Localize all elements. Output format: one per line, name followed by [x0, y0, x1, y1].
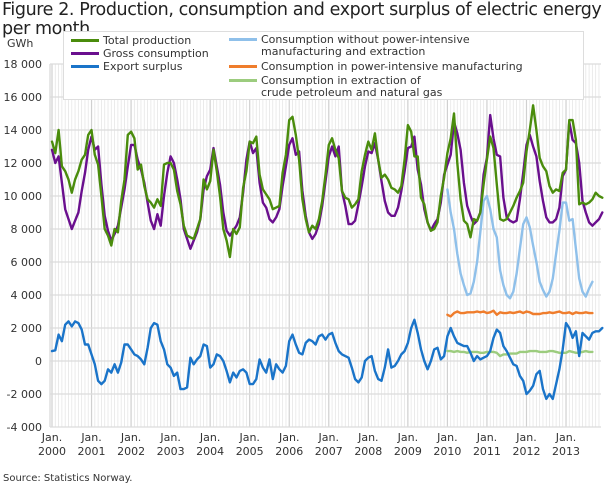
legend-label-line2: manufacturing and extraction [261, 44, 426, 58]
y-tick-label: 18 000 [4, 58, 43, 71]
y-tick-label: 12 000 [4, 157, 43, 170]
y-tick-label: 0 [35, 355, 42, 368]
x-tick-label-month: Jan. [238, 431, 259, 444]
x-tick-label-year: 2003 [157, 445, 185, 458]
x-tick-label-month: Jan. [555, 431, 576, 444]
vertical-gridlines [49, 64, 601, 428]
x-tick-label-year: 2006 [275, 445, 303, 458]
x-tick-label-month: Jan. [357, 431, 378, 444]
x-tick-label-month: Jan. [318, 431, 339, 444]
x-tick-label-year: 2005 [236, 445, 264, 458]
x-tick-label-year: 2007 [315, 445, 343, 458]
x-tick-label-year: 2002 [117, 445, 145, 458]
x-tick-label-year: 2013 [552, 445, 580, 458]
legend-label: Total production [103, 34, 192, 47]
series-line-total-production [50, 104, 604, 259]
y-tick-label: 8 000 [11, 223, 43, 236]
line-chart: -4 000 -2 000 0 2 000 4 000 6 000 8 000 10 000 1… [4, 58, 604, 458]
series-line-consumption-in-extraction-of-crude-petroleum-and-natural-gas [446, 349, 594, 358]
y-tick-label: 2 000 [11, 322, 43, 335]
x-tick-label-month: Jan. [199, 431, 220, 444]
series-line-export-surplus [50, 318, 604, 401]
x-tick-label-month: Jan. [120, 431, 141, 444]
legend: Total production Gross consumption Expor… [63, 31, 584, 100]
x-tick-label-month: Jan. [476, 431, 497, 444]
y-tick-label: 14 000 [4, 124, 43, 137]
series-lines [50, 104, 604, 401]
legend-label-line1: Consumption without power-intensive [261, 33, 470, 46]
legend-swatch [229, 65, 257, 68]
legend-swatch [229, 79, 257, 82]
x-tick-label-year: 2009 [394, 445, 422, 458]
x-tick-label-month: Jan. [41, 431, 62, 444]
x-tick-label-month: Jan. [159, 431, 180, 444]
x-tick-label-year: 2004 [196, 445, 224, 458]
legend-label: Gross consumption [103, 47, 209, 60]
y-tick-label: -4 000 [7, 421, 42, 434]
x-axis-tick-labels: Jan.2000Jan.2001Jan.2002Jan.2003Jan.2004… [38, 431, 580, 458]
x-tick-label-year: 2012 [512, 445, 540, 458]
x-tick-label-month: Jan. [278, 431, 299, 444]
y-tick-label: -2 000 [7, 388, 42, 401]
legend-swatch [71, 52, 99, 55]
legend-swatch [71, 39, 99, 42]
legend-label: Export surplus [103, 60, 183, 73]
y-tick-label: 4 000 [11, 289, 43, 302]
x-tick-label-year: 2000 [38, 445, 66, 458]
series-line-consumption-in-power-intensive-manufacturing [446, 309, 594, 318]
y-tick-label: 6 000 [11, 256, 43, 269]
legend-label-line1: Consumption in extraction of [261, 74, 421, 87]
legend-label-line2: crude petroleum and natural gas [261, 85, 443, 99]
legend-swatch [229, 38, 257, 41]
y-axis-tick-labels: -4 000 -2 000 0 2 000 4 000 6 000 8 000 10 000 1… [4, 58, 43, 434]
series-line-consumption-without-power-intensive-manufacturing-and-extraction [446, 188, 594, 300]
x-tick-label-year: 2008 [354, 445, 382, 458]
legend-label: Consumption in power-intensive manufactu… [261, 60, 523, 73]
y-tick-label: 16 000 [4, 91, 43, 104]
x-tick-label-year: 2011 [473, 445, 501, 458]
x-tick-label-year: 2001 [78, 445, 106, 458]
source-note: Source: Statistics Norway. [3, 473, 133, 484]
y-tick-label: 10 000 [4, 190, 43, 203]
legend-swatch [71, 65, 99, 68]
y-axis-unit-label: GWh [7, 37, 34, 50]
x-tick-label-year: 2010 [433, 445, 461, 458]
legend-label: Consumption without power-intensive manuf… [261, 34, 470, 57]
x-tick-label-month: Jan. [80, 431, 101, 444]
x-tick-label-month: Jan. [436, 431, 457, 444]
x-tick-label-month: Jan. [515, 431, 536, 444]
legend-label: Consumption in extraction of crude petrol… [261, 75, 442, 98]
x-tick-label-month: Jan. [397, 431, 418, 444]
